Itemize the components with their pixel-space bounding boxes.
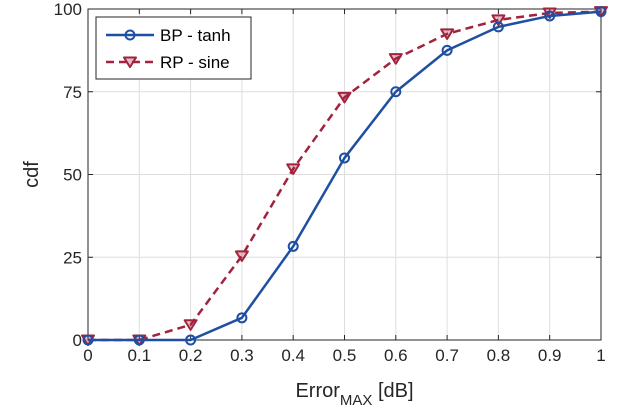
series-group [81, 6, 608, 347]
x-tick-label: 0.4 [281, 346, 305, 365]
data-point [544, 10, 556, 22]
series-line [88, 10, 602, 342]
data-point [236, 312, 248, 324]
y-tick-label: 0 [73, 331, 82, 350]
x-tick-label: 0.3 [230, 346, 254, 365]
legend-marker-shape [123, 56, 137, 69]
legend-marker-triangle [123, 56, 137, 69]
x-tick-label: 0.8 [487, 346, 511, 365]
data-point [491, 14, 506, 27]
legend-entry-rp-sine: RP - sine [106, 53, 230, 72]
series-line [88, 10, 602, 342]
x-tick-label: 0.7 [435, 346, 459, 365]
x-tick-label: 0.9 [538, 346, 562, 365]
data-point [388, 53, 403, 65]
data-point [183, 319, 198, 331]
x-tick-label: 0.6 [384, 346, 408, 365]
data-point [234, 250, 249, 263]
legend: BP - tanh RP - sine [95, 16, 252, 80]
x-tick-label: 0.1 [127, 346, 151, 365]
x-axis-label-unit: [dB] [372, 380, 413, 402]
x-axis-label-subscript: MAX [340, 392, 373, 409]
legend-label-bp-tanh: BP - tanh [160, 26, 231, 45]
legend-marker-circle [124, 29, 136, 41]
y-tick-label: 50 [63, 166, 82, 185]
x-tick-label: 0.2 [179, 346, 203, 365]
data-point [441, 44, 453, 56]
y-tick-label: 25 [63, 248, 82, 267]
data-point [440, 28, 455, 40]
data-point [390, 86, 402, 98]
x-tick-label: 1 [596, 346, 605, 365]
legend-label-rp-sine: RP - sine [160, 53, 230, 72]
data-point [287, 240, 299, 252]
data-point [82, 334, 94, 346]
data-point [595, 6, 607, 18]
x-tick-label: 0.5 [333, 346, 357, 365]
legend-box [95, 16, 252, 80]
y-axis-label: cdf [21, 161, 43, 188]
data-point [133, 334, 145, 346]
series-bp-tanh [82, 6, 607, 346]
x-tick-label: 0 [83, 346, 92, 365]
x-axis-label-main: Error [295, 380, 340, 402]
legend-entry-bp-tanh: BP - tanh [106, 26, 231, 45]
data-point [339, 152, 350, 164]
data-point [286, 163, 301, 175]
axis-ticks: 0 0.1 0.2 0.3 0.4 0.5 0.6 0.7 0.8 0.9 1 0 25 50 75 100 [54, 0, 606, 365]
data-point [492, 21, 504, 33]
x-axis-label: ErrorMAX [dB] [295, 380, 413, 409]
legend-marker-shape [124, 29, 136, 41]
y-tick-label: 100 [54, 0, 82, 19]
y-tick-label: 75 [63, 83, 82, 102]
data-point [185, 334, 197, 346]
data-point [337, 91, 352, 104]
